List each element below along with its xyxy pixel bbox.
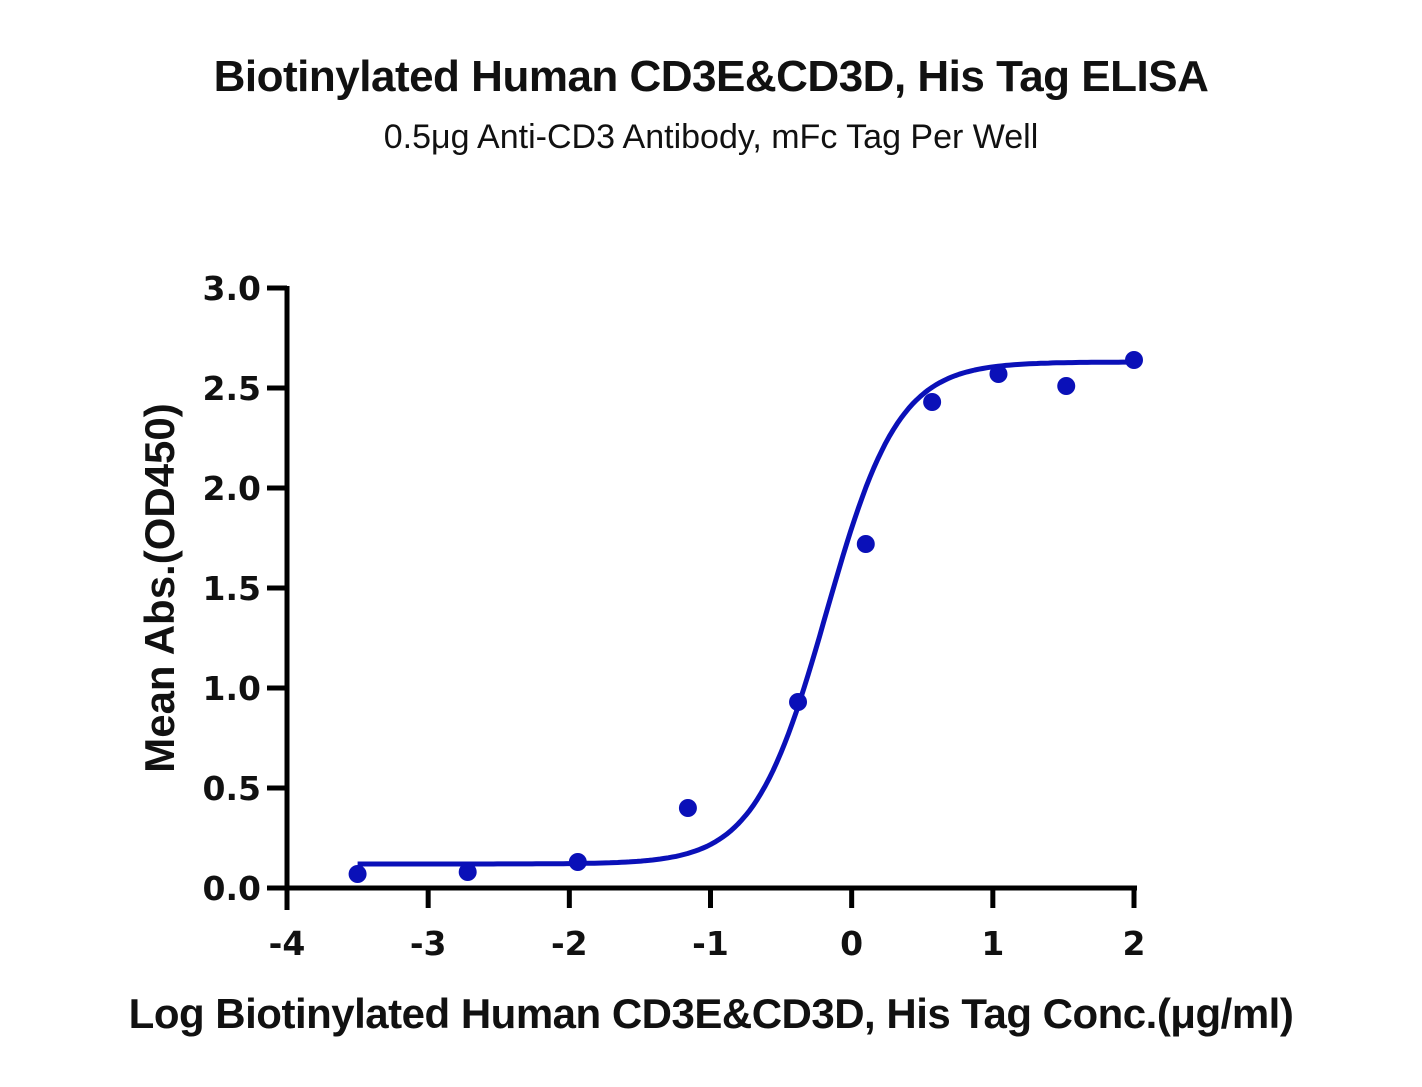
x-tick-label: -3 <box>410 924 447 963</box>
axes: 0.0 0.5 1.0 1.5 2.0 2.5 3.0 -4 -3 -2 -1 0 1 2 <box>203 269 1146 963</box>
chart-subtitle: 0.5μg Anti-CD3 Antibody, mFc Tag Per Wel… <box>383 118 1039 156</box>
x-axis-label: Log Biotinylated Human CD3E&CD3D, His Ta… <box>128 990 1294 1037</box>
x-tick-label: 0 <box>840 924 863 963</box>
data-point <box>923 393 942 411</box>
x-tick-label: -1 <box>692 924 729 963</box>
y-tick-label: 2.5 <box>203 369 261 408</box>
data-point <box>458 863 477 881</box>
fit-curve-line <box>357 359 1134 867</box>
y-tick-label: 0.0 <box>203 869 261 908</box>
x-tick-label: 2 <box>1123 924 1146 963</box>
data-point <box>1057 377 1076 395</box>
data-point <box>678 799 697 817</box>
y-tick-label: 3.0 <box>203 269 261 308</box>
x-tick-label: -4 <box>269 924 306 963</box>
data-point <box>989 365 1008 383</box>
fit-curve <box>357 359 1134 867</box>
y-tick-label: 2.0 <box>203 469 261 508</box>
data-point <box>789 693 808 711</box>
data-points <box>348 351 1143 883</box>
y-tick-label: 1.5 <box>203 569 261 608</box>
data-point <box>1125 351 1143 369</box>
data-point <box>856 535 875 553</box>
y-tick-label: 0.5 <box>203 769 261 808</box>
data-point <box>348 865 367 883</box>
x-tick-label: 1 <box>981 924 1004 963</box>
x-tick-label: -2 <box>551 924 588 963</box>
y-tick-label: 1.0 <box>203 669 261 708</box>
chart-title: Biotinylated Human CD3E&CD3D, His Tag EL… <box>213 52 1209 101</box>
data-point <box>568 853 587 871</box>
